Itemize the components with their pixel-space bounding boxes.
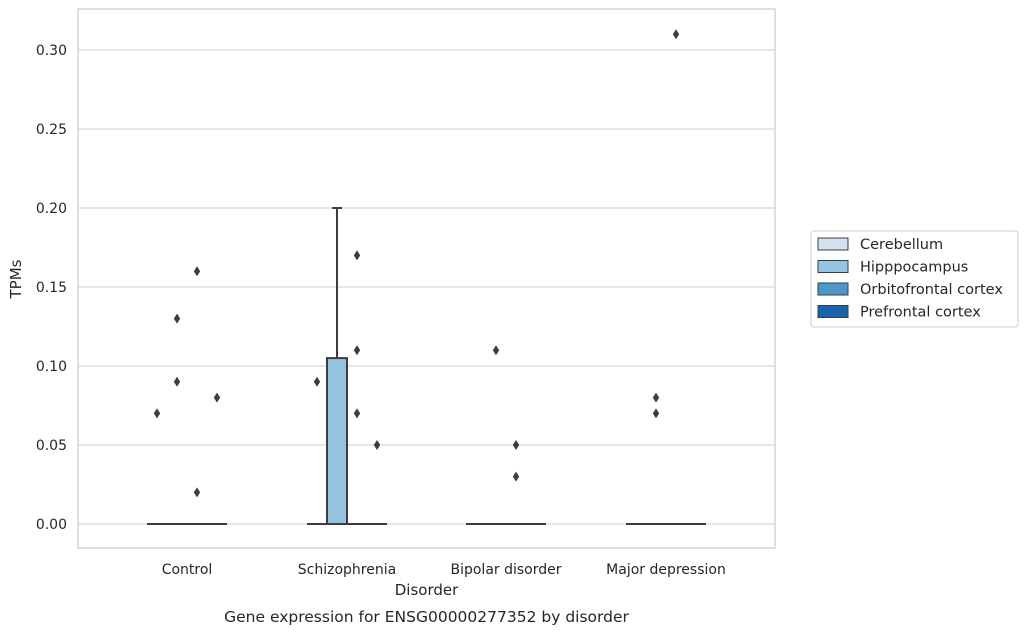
x-tick-label: Major depression xyxy=(606,562,726,578)
box-group xyxy=(147,408,167,525)
outlier-point xyxy=(213,392,221,403)
outlier-point xyxy=(492,345,500,356)
legend-label: Orbitofrontal cortex xyxy=(860,282,1003,298)
box-group xyxy=(307,376,327,525)
box-group xyxy=(486,345,506,525)
outlier-point xyxy=(313,376,321,387)
outlier-point xyxy=(353,250,361,261)
legend-label: Hipppocampus xyxy=(860,260,968,276)
x-tick-label: Bipolar disorder xyxy=(450,562,561,578)
box-group xyxy=(646,392,666,525)
legend-swatch xyxy=(817,237,849,251)
outlier-point xyxy=(512,471,520,482)
box-group xyxy=(347,250,367,525)
grid-lines xyxy=(78,49,775,525)
boxes xyxy=(147,29,706,525)
legend-swatch xyxy=(817,305,849,318)
legend-item: Cerebellum xyxy=(817,237,943,253)
y-tick-label: 0.20 xyxy=(36,201,67,217)
box-group xyxy=(506,440,526,525)
outlier-point xyxy=(353,345,361,356)
outlier-point xyxy=(193,266,201,277)
y-tick-labels: 0.00 0.05 0.10 0.15 0.20 0.25 0.30 xyxy=(36,43,67,533)
legend-label: Cerebellum xyxy=(860,237,943,253)
outlier-point xyxy=(353,408,361,419)
y-tick-label: 0.15 xyxy=(36,280,67,296)
box-group xyxy=(167,313,187,525)
y-axis-label: TPMs xyxy=(7,259,25,299)
legend-label: Prefrontal cortex xyxy=(860,305,981,321)
outlier-point xyxy=(652,392,660,403)
y-tick-label: 0.00 xyxy=(36,517,67,533)
outlier-point xyxy=(193,487,201,498)
box-group xyxy=(666,29,686,525)
legend-swatch xyxy=(817,260,849,273)
legend-item: Prefrontal cortex xyxy=(817,305,981,321)
outlier-point xyxy=(373,440,381,450)
y-tick-label: 0.30 xyxy=(36,43,67,59)
x-tick-label: Control xyxy=(162,562,213,578)
y-tick-label: 0.10 xyxy=(36,359,67,375)
box-group xyxy=(326,207,348,525)
outlier-point xyxy=(512,440,520,450)
x-tick-label: Schizophrenia xyxy=(298,562,396,578)
box xyxy=(326,357,348,525)
legend-swatch xyxy=(817,282,849,296)
box-group xyxy=(367,440,387,525)
legend-item: Hipppocampus xyxy=(817,260,968,276)
outlier-point xyxy=(173,313,181,324)
outlier-point xyxy=(652,408,660,419)
plot-background xyxy=(78,9,775,548)
outlier-point xyxy=(153,408,161,419)
legend-item: Orbitofrontal cortex xyxy=(817,282,1003,298)
outlier-point xyxy=(173,376,181,387)
box-group xyxy=(207,392,227,525)
legend: Cerebellum Hipppocampus Orbitofrontal cort… xyxy=(810,230,1019,328)
outlier-point xyxy=(672,29,680,40)
legend-frame xyxy=(810,230,1019,328)
x-axis-label: Disorder xyxy=(395,581,459,599)
chart-caption: Gene expression for ENSG00000277352 by d… xyxy=(224,608,629,626)
box-group xyxy=(187,266,207,525)
y-tick-label: 0.25 xyxy=(36,122,67,138)
plot-frame xyxy=(77,8,776,549)
y-tick-label: 0.05 xyxy=(36,438,67,454)
x-tick-labels: Control Schizophrenia Bipolar disorder Majo… xyxy=(162,562,726,578)
